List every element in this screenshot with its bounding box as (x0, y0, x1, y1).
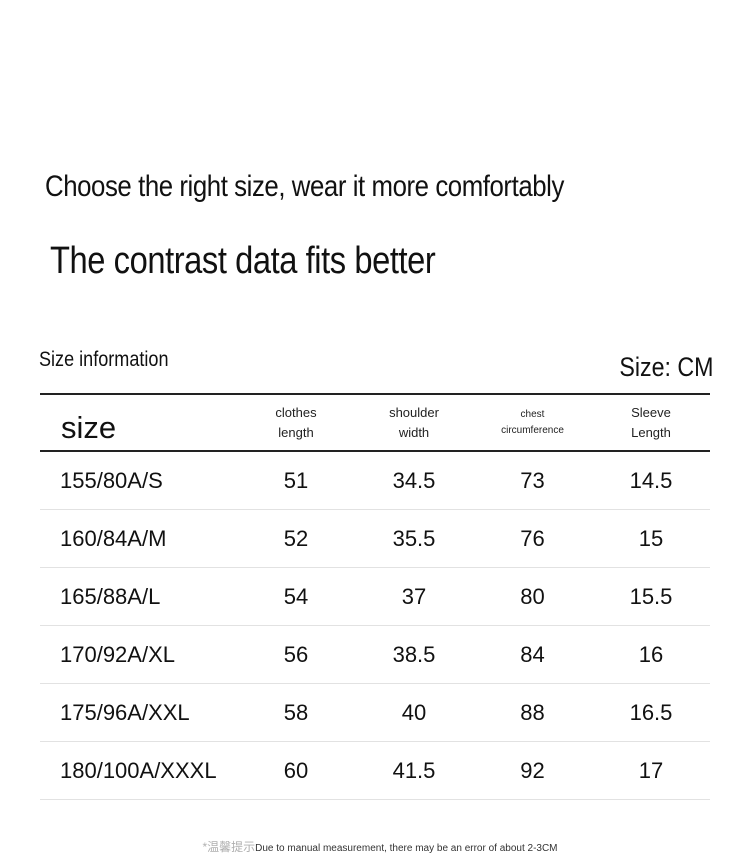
table-row: 170/92A/XL 56 38.5 84 16 (40, 626, 710, 684)
cell-size: 170/92A/XL (60, 641, 175, 667)
header-shoulder-width: shoulder width (389, 404, 439, 440)
cell-shoulder-width: 38.5 (392, 641, 436, 667)
subheadline: The contrast data fits better (50, 240, 436, 282)
table-header: size clothes length shoulder width chest… (40, 395, 710, 452)
cell-shoulder-width: 35.5 (392, 525, 436, 551)
cell-chest-circumference: 76 (520, 525, 545, 551)
cell-clothes-length: 58 (283, 699, 309, 725)
cell-chest-circumference: 88 (520, 699, 545, 725)
cell-chest-circumference: 92 (520, 757, 545, 783)
table-row: 155/80A/S 51 34.5 73 14.5 (40, 452, 710, 510)
cell-clothes-length: 54 (283, 583, 309, 609)
table-row: 165/88A/L 54 37 80 15.5 (40, 568, 710, 626)
cell-clothes-length: 56 (283, 641, 309, 667)
cell-sleeve-length: 16.5 (629, 699, 673, 725)
header-size: size (61, 409, 117, 445)
cell-size: 160/84A/M (60, 525, 167, 551)
cell-shoulder-width: 37 (401, 583, 427, 609)
warm-tip-label: *温馨提示 (202, 840, 256, 854)
header-chest-circumference: chest circumference (501, 408, 564, 436)
table-row: 180/100A/XXXL 60 41.5 92 17 (40, 742, 710, 800)
size-information-label: Size information (39, 348, 169, 371)
measurement-note-text: Due to manual measurement, there may be … (255, 843, 558, 854)
cell-chest-circumference: 73 (520, 467, 545, 493)
table-row: 160/84A/M 52 35.5 76 15 (40, 510, 710, 568)
cell-sleeve-length: 16 (638, 641, 664, 667)
cell-shoulder-width: 40 (401, 699, 427, 725)
cell-sleeve-length: 15.5 (629, 583, 673, 609)
cell-size: 175/96A/XXL (60, 699, 190, 725)
cell-chest-circumference: 80 (520, 583, 545, 609)
cell-clothes-length: 60 (283, 757, 309, 783)
headline: Choose the right size, wear it more comf… (45, 170, 564, 203)
unit-label: Size: CM (619, 352, 714, 382)
cell-sleeve-length: 15 (638, 525, 664, 551)
cell-size: 165/88A/L (60, 583, 161, 609)
cell-size: 180/100A/XXXL (60, 757, 217, 783)
header-sleeve-length: Sleeve Length (631, 404, 671, 440)
measurement-note: *温馨提示Due to manual measurement, there ma… (0, 838, 750, 855)
cell-shoulder-width: 34.5 (392, 467, 436, 493)
table-row: 175/96A/XXL 58 40 88 16.5 (40, 684, 710, 742)
cell-chest-circumference: 84 (520, 641, 545, 667)
cell-size: 155/80A/S (60, 467, 163, 493)
cell-shoulder-width: 41.5 (392, 757, 436, 783)
header-clothes-length: clothes length (275, 404, 317, 440)
size-table: size clothes length shoulder width chest… (40, 393, 710, 800)
cell-clothes-length: 52 (283, 525, 309, 551)
cell-sleeve-length: 17 (638, 757, 664, 783)
cell-sleeve-length: 14.5 (629, 467, 673, 493)
cell-clothes-length: 51 (283, 467, 309, 493)
